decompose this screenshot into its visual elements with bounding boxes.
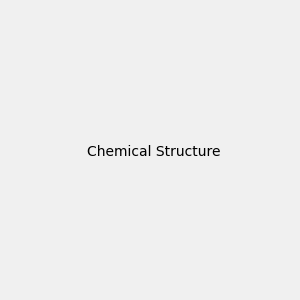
Text: Chemical Structure: Chemical Structure [87,145,220,158]
